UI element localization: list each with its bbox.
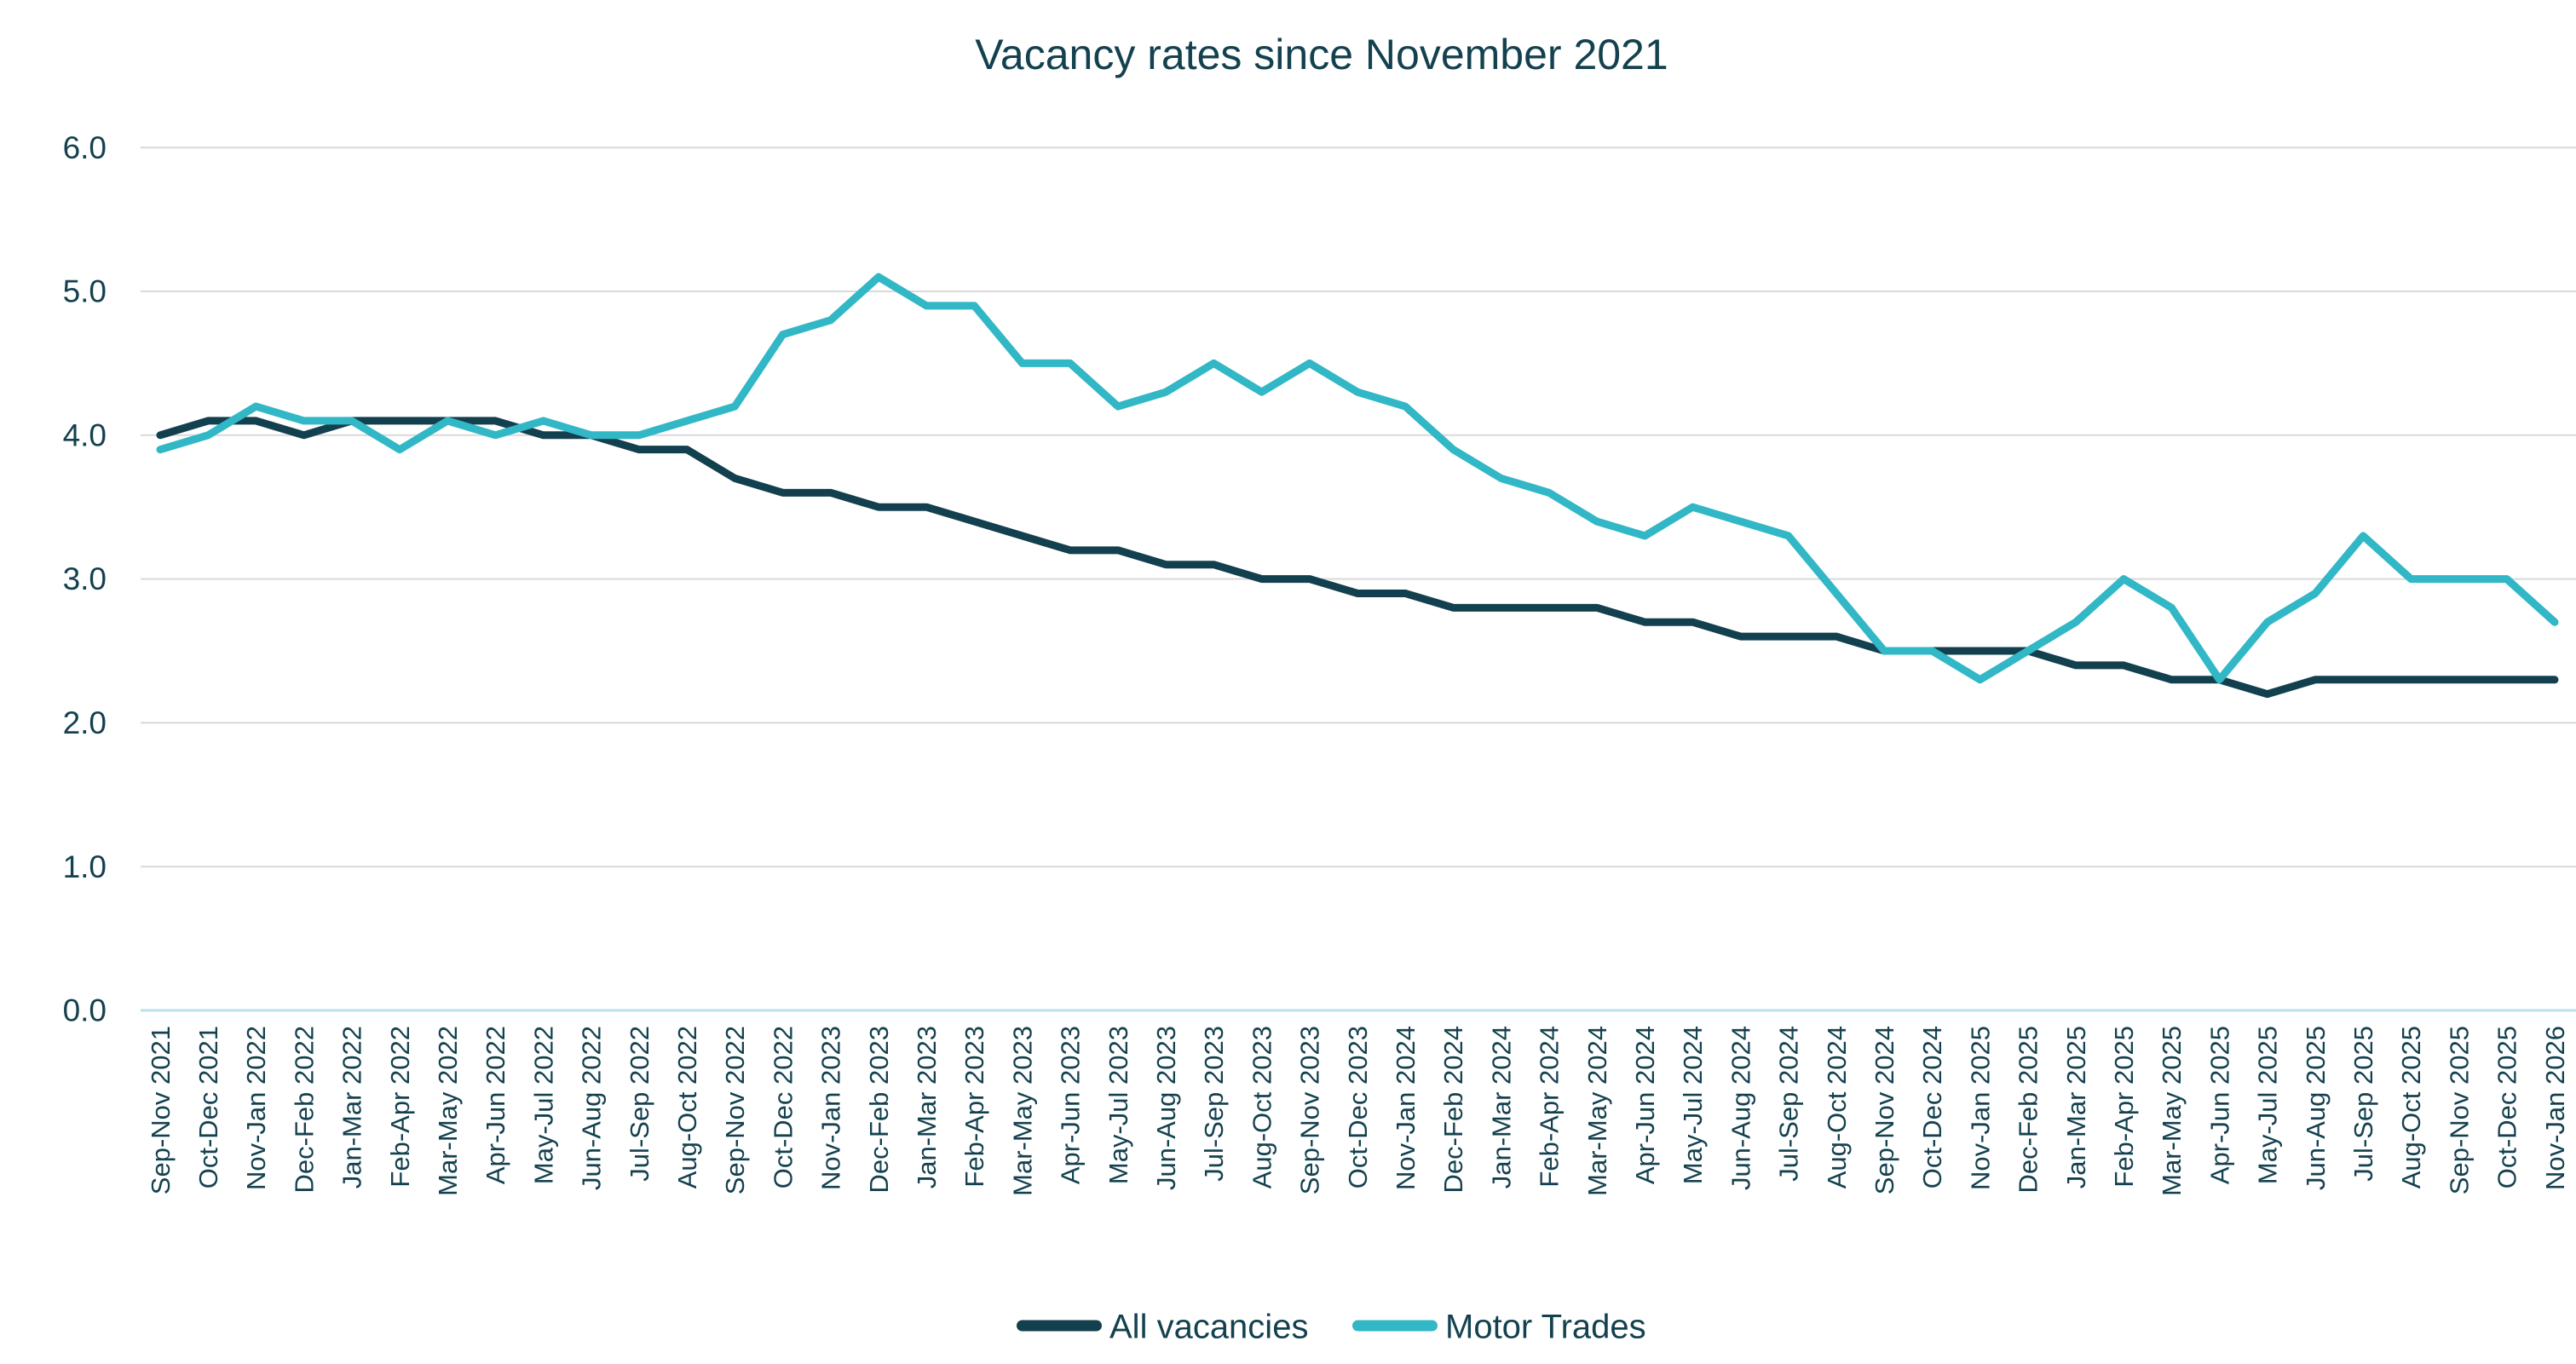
x-axis-tick-label: Jun-Aug 2023 <box>1151 1026 1181 1190</box>
x-axis-tick-label: Aug-Oct 2024 <box>1822 1026 1852 1188</box>
x-axis-tick-label: Jun-Aug 2025 <box>2301 1026 2331 1190</box>
legend-label-all-vacancies: All vacancies <box>1109 1308 1308 1345</box>
y-axis-tick-label: 5.0 <box>63 274 107 309</box>
x-axis-tick-label: Dec-Feb 2023 <box>864 1026 894 1193</box>
x-axis-tick-label: Aug-Oct 2022 <box>672 1026 702 1188</box>
x-axis-tick-label: Oct-Dec 2021 <box>193 1026 223 1188</box>
legend-swatch-motor-trades <box>1352 1320 1438 1332</box>
x-axis-tick-label: May-Jul 2024 <box>1678 1026 1708 1184</box>
legend-swatch-all-vacancies <box>1017 1320 1102 1332</box>
x-axis-tick-label: Nov-Jan 2022 <box>241 1026 271 1190</box>
y-axis-tick-label: 2.0 <box>63 705 107 740</box>
legend-item-all-vacancies: All vacancies <box>1017 1308 1308 1345</box>
x-axis-tick-label: Feb-Apr 2025 <box>2109 1026 2139 1188</box>
x-axis-tick-label: Jun-Aug 2022 <box>577 1026 607 1190</box>
vacancy-rates-chart: Vacancy rates since November 2021 0.0 1.0… <box>34 14 2576 1364</box>
y-axis-tick-label: 1.0 <box>63 849 107 884</box>
x-axis-tick-label: Dec-Feb 2024 <box>1438 1026 1468 1193</box>
x-axis-tick-label: Jun-Aug 2024 <box>1726 1026 1755 1190</box>
x-axis-tick-label: Mar-May 2024 <box>1582 1026 1612 1196</box>
series-lines <box>156 273 2559 699</box>
x-axis-tick-label: Nov-Jan 2026 <box>2540 1026 2570 1190</box>
x-axis-tick-label: Apr-Jun 2022 <box>481 1026 510 1184</box>
x-axis-tick-label: Apr-Jun 2024 <box>1630 1026 1660 1184</box>
x-axis-tick-label: Jan-Mar 2022 <box>337 1026 367 1188</box>
x-axis-tick-label: Oct-Dec 2025 <box>2492 1026 2522 1188</box>
x-axis-tick-label: Oct-Dec 2022 <box>768 1026 798 1188</box>
gridlines <box>141 147 2576 1012</box>
x-axis-tick-label: Feb-Apr 2022 <box>385 1026 415 1188</box>
x-axis-tick-label: Aug-Oct 2023 <box>1247 1026 1276 1188</box>
legend: All vacancies Motor Trades <box>1017 1308 1646 1345</box>
x-axis-tick-label: Nov-Jan 2025 <box>1965 1026 1995 1190</box>
x-axis-tick-label: Jan-Mar 2025 <box>2061 1026 2091 1188</box>
y-axis-tick-label: 4.0 <box>63 417 107 452</box>
legend-label-motor-trades: Motor Trades <box>1445 1308 1646 1345</box>
x-axis-tick-label: Nov-Jan 2024 <box>1391 1026 1421 1190</box>
y-axis-tick-label: 0.0 <box>63 993 107 1028</box>
x-axis-tick-label: May-Jul 2023 <box>1104 1026 1133 1184</box>
chart-canvas: Vacancy rates since November 2021 0.0 1.0… <box>63 31 2576 1345</box>
legend-item-motor-trades: Motor Trades <box>1352 1308 1646 1345</box>
x-axis-tick-label: Nov-Jan 2023 <box>816 1026 846 1190</box>
x-axis-tick-label: May-Jul 2022 <box>528 1026 558 1184</box>
x-axis-tick-label: May-Jul 2025 <box>2253 1026 2283 1184</box>
x-axis-tick-label: Oct-Dec 2024 <box>1917 1026 1947 1188</box>
x-axis-tick-label: Apr-Jun 2025 <box>2204 1026 2234 1184</box>
x-axis-tick-label: Apr-Jun 2023 <box>1056 1026 1086 1184</box>
x-axis-tick-label: Mar-May 2023 <box>1007 1026 1037 1196</box>
y-axis-tick-labels: 0.0 1.0 2.0 3.0 4.0 5.0 6.0 <box>63 130 107 1028</box>
x-axis-tick-label: Feb-Apr 2023 <box>960 1026 989 1188</box>
x-axis-tick-label: Jan-Mar 2023 <box>912 1026 942 1188</box>
x-axis-tick-label: Sep-Nov 2024 <box>1870 1026 1899 1194</box>
x-axis-tick-label: Oct-Dec 2023 <box>1343 1026 1373 1188</box>
y-axis-tick-label: 6.0 <box>63 130 107 165</box>
x-axis-tick-label: Mar-May 2022 <box>433 1026 463 1196</box>
x-axis-tick-label: Feb-Apr 2024 <box>1535 1026 1565 1188</box>
x-axis-tick-label: Dec-Feb 2022 <box>289 1026 319 1193</box>
x-axis-tick-label: Mar-May 2025 <box>2157 1026 2187 1196</box>
x-axis-tick-label: Dec-Feb 2025 <box>2014 1026 2043 1193</box>
x-axis-tick-label: Sep-Nov 2025 <box>2444 1026 2474 1194</box>
chart-title: Vacancy rates since November 2021 <box>975 31 1668 78</box>
x-axis-tick-label: Sep-Nov 2021 <box>146 1026 176 1194</box>
x-axis-tick-label: Jan-Mar 2024 <box>1486 1026 1516 1188</box>
x-axis-tick-label: Sep-Nov 2023 <box>1295 1026 1325 1194</box>
x-axis-tick-label: Jul-Sep 2024 <box>1774 1026 1804 1182</box>
x-axis-tick-label: Jul-Sep 2023 <box>1199 1026 1229 1182</box>
x-axis-tick-label: Sep-Nov 2022 <box>720 1026 750 1194</box>
series-line-all-vacancies <box>156 417 2559 699</box>
y-axis-tick-label: 3.0 <box>63 561 107 596</box>
x-axis-tick-labels: Sep-Nov 2021 Oct-Dec 2021 Nov-Jan 2022 Dec-… <box>146 1026 2570 1196</box>
x-axis-tick-label: Jul-Sep 2022 <box>625 1026 654 1182</box>
x-axis-tick-label: Jul-Sep 2025 <box>2348 1026 2378 1182</box>
x-axis-tick-label: Aug-Oct 2025 <box>2396 1026 2426 1188</box>
series-line-motor-trades <box>156 273 2559 684</box>
